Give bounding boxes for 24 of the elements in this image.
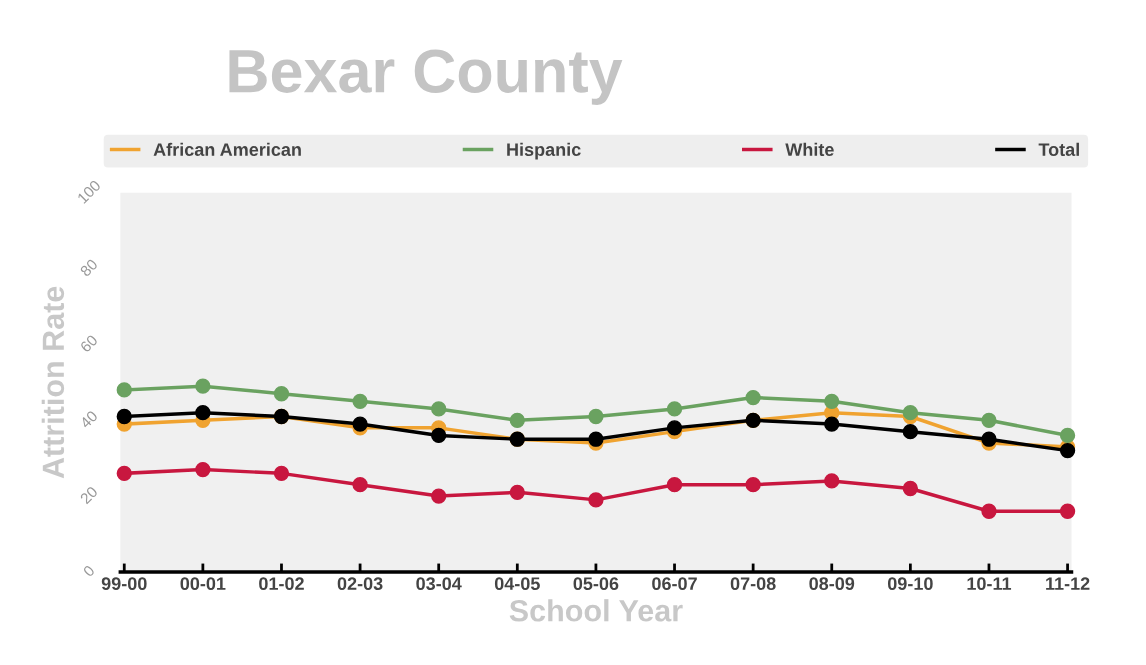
y-tick-label: 0 — [82, 564, 96, 578]
x-tick-label: 03-04 — [416, 577, 462, 591]
legend-label: Total — [1038, 142, 1079, 156]
legend-label: White — [785, 142, 834, 156]
x-tick-label: 07-08 — [730, 577, 776, 591]
x-tick-label: 11-12 — [1046, 577, 1090, 590]
x-tick-label: 09-10 — [887, 577, 933, 591]
y-tick-label: 20 — [79, 485, 99, 505]
x-tick-label: 06-07 — [652, 577, 697, 591]
legend-label: Hispanic — [507, 142, 581, 160]
x-tick-label: 02-03 — [337, 577, 383, 591]
x-tick-label: 05-06 — [573, 577, 619, 591]
y-tick-label: 80 — [79, 258, 99, 278]
x-tick-label: 99-00 — [101, 577, 147, 591]
chart-title: Bexar County — [229, 49, 623, 105]
legend-label: African American — [153, 142, 301, 156]
x-tick-label: 10-11 — [967, 577, 1012, 591]
x-tick-label: 01-02 — [259, 577, 304, 591]
y-tick-label: 40 — [79, 409, 99, 429]
x-tick-label: 00-01 — [180, 577, 226, 591]
y-tick-label: 100 — [76, 179, 102, 204]
x-tick-label: 08-09 — [809, 577, 855, 591]
y-tick-label: 60 — [79, 334, 99, 353]
x-tick-label: 04-05 — [494, 577, 540, 591]
